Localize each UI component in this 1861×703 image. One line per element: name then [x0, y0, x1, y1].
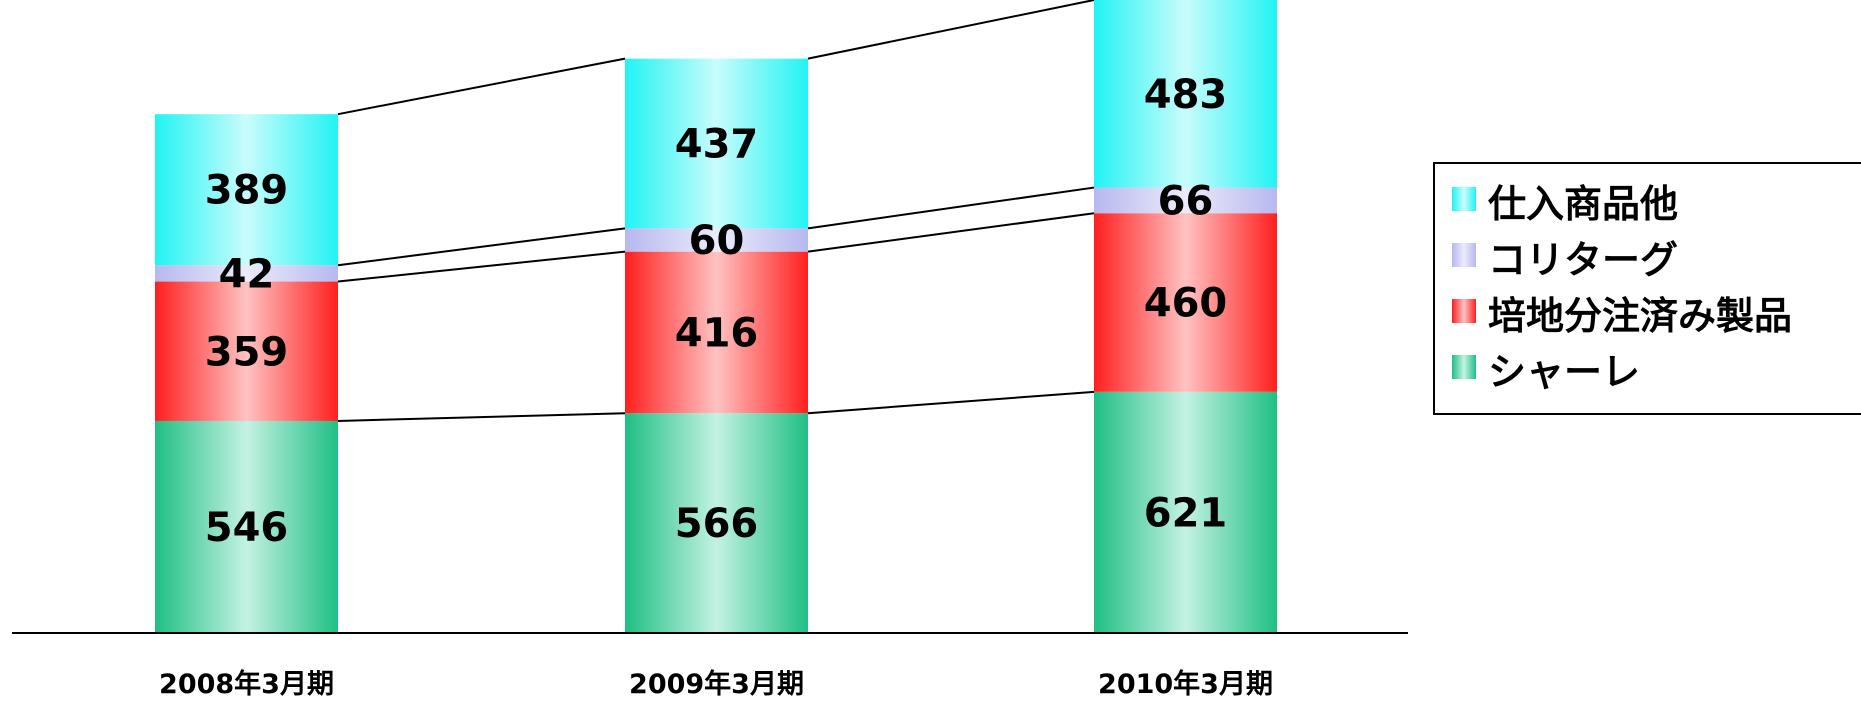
- data-label-series-3-1: 437: [675, 121, 759, 167]
- legend-label-1: コリターグ: [1488, 238, 1678, 282]
- data-label-series-2-0: 42: [219, 251, 275, 297]
- bar-segment-series-0-2: [1094, 391, 1277, 633]
- connector-lines: [337, 0, 1095, 422]
- legend-label-0: 仕入商品他: [1488, 182, 1678, 226]
- bar-segment-series-1-1: [625, 251, 808, 414]
- bar-segment-series-2-0: [155, 265, 338, 282]
- bar-segment-series-1-2: [1094, 213, 1277, 392]
- value-labels: 546 359 42 389 566 416 60 437 621 460 66 483: [205, 72, 1228, 551]
- connector-series-0-0: [337, 412, 626, 422]
- category-tick-labels: 2008年3月期 2009年3月期 2010年3月期: [159, 668, 1273, 700]
- bar-segment-series-3-1: [625, 58, 808, 229]
- legend-frame: [1433, 162, 1861, 415]
- data-label-series-0-2: 621: [1144, 490, 1228, 536]
- legend-label-2: 培地分注済み製品: [1488, 294, 1792, 338]
- data-label-series-0-0: 546: [205, 505, 289, 551]
- bars: [155, 0, 1277, 633]
- bar-segment-series-2-1: [625, 228, 808, 252]
- legend-label-3: シャーレ: [1488, 350, 1640, 394]
- data-label-series-2-2: 66: [1158, 178, 1214, 224]
- data-label-series-1-1: 416: [675, 310, 759, 356]
- data-label-series-2-1: 60: [689, 218, 745, 264]
- connector-series-0-1: [807, 390, 1095, 415]
- bar-segment-series-0-1: [625, 413, 808, 633]
- tick-label-2: 2010年3月期: [1098, 668, 1273, 699]
- data-label-series-3-2: 483: [1144, 72, 1228, 118]
- data-label-series-1-0: 359: [205, 329, 289, 375]
- tick-label-0: 2008年3月期: [159, 668, 334, 699]
- connector-series-1-0: [337, 250, 626, 283]
- data-label-series-3-0: 389: [205, 168, 289, 214]
- bar-segment-series-3-2: [1094, 0, 1277, 188]
- bar-segment-series-1-0: [155, 281, 338, 421]
- legend-swatch-0: [1452, 187, 1476, 211]
- connector-series-2-0: [337, 227, 626, 267]
- connector-series-3-0: [337, 57, 626, 116]
- connector-series-1-1: [807, 212, 1095, 253]
- bar-segment-series-0-0: [155, 420, 338, 633]
- data-label-series-0-1: 566: [675, 501, 759, 547]
- legend-swatch-2: [1452, 299, 1476, 323]
- bar-segment-series-2-2: [1094, 187, 1277, 214]
- tick-label-1: 2009年3月期: [629, 668, 804, 699]
- legend-swatch-3: [1452, 355, 1476, 379]
- connector-series-2-1: [807, 186, 1095, 230]
- bar-segment-series-3-0: [155, 114, 338, 266]
- legend-swatch-1: [1452, 243, 1476, 267]
- connector-series-3-1: [807, 0, 1095, 60]
- data-label-series-1-2: 460: [1144, 281, 1228, 327]
